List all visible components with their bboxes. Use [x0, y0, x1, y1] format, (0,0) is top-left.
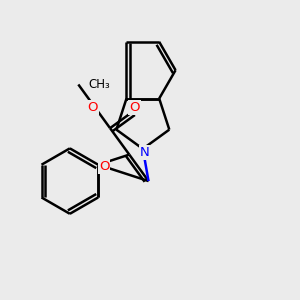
Text: O: O	[129, 101, 140, 114]
Text: O: O	[99, 160, 109, 173]
Text: CH₃: CH₃	[89, 78, 111, 91]
Text: O: O	[87, 101, 98, 114]
Text: N: N	[140, 146, 149, 159]
